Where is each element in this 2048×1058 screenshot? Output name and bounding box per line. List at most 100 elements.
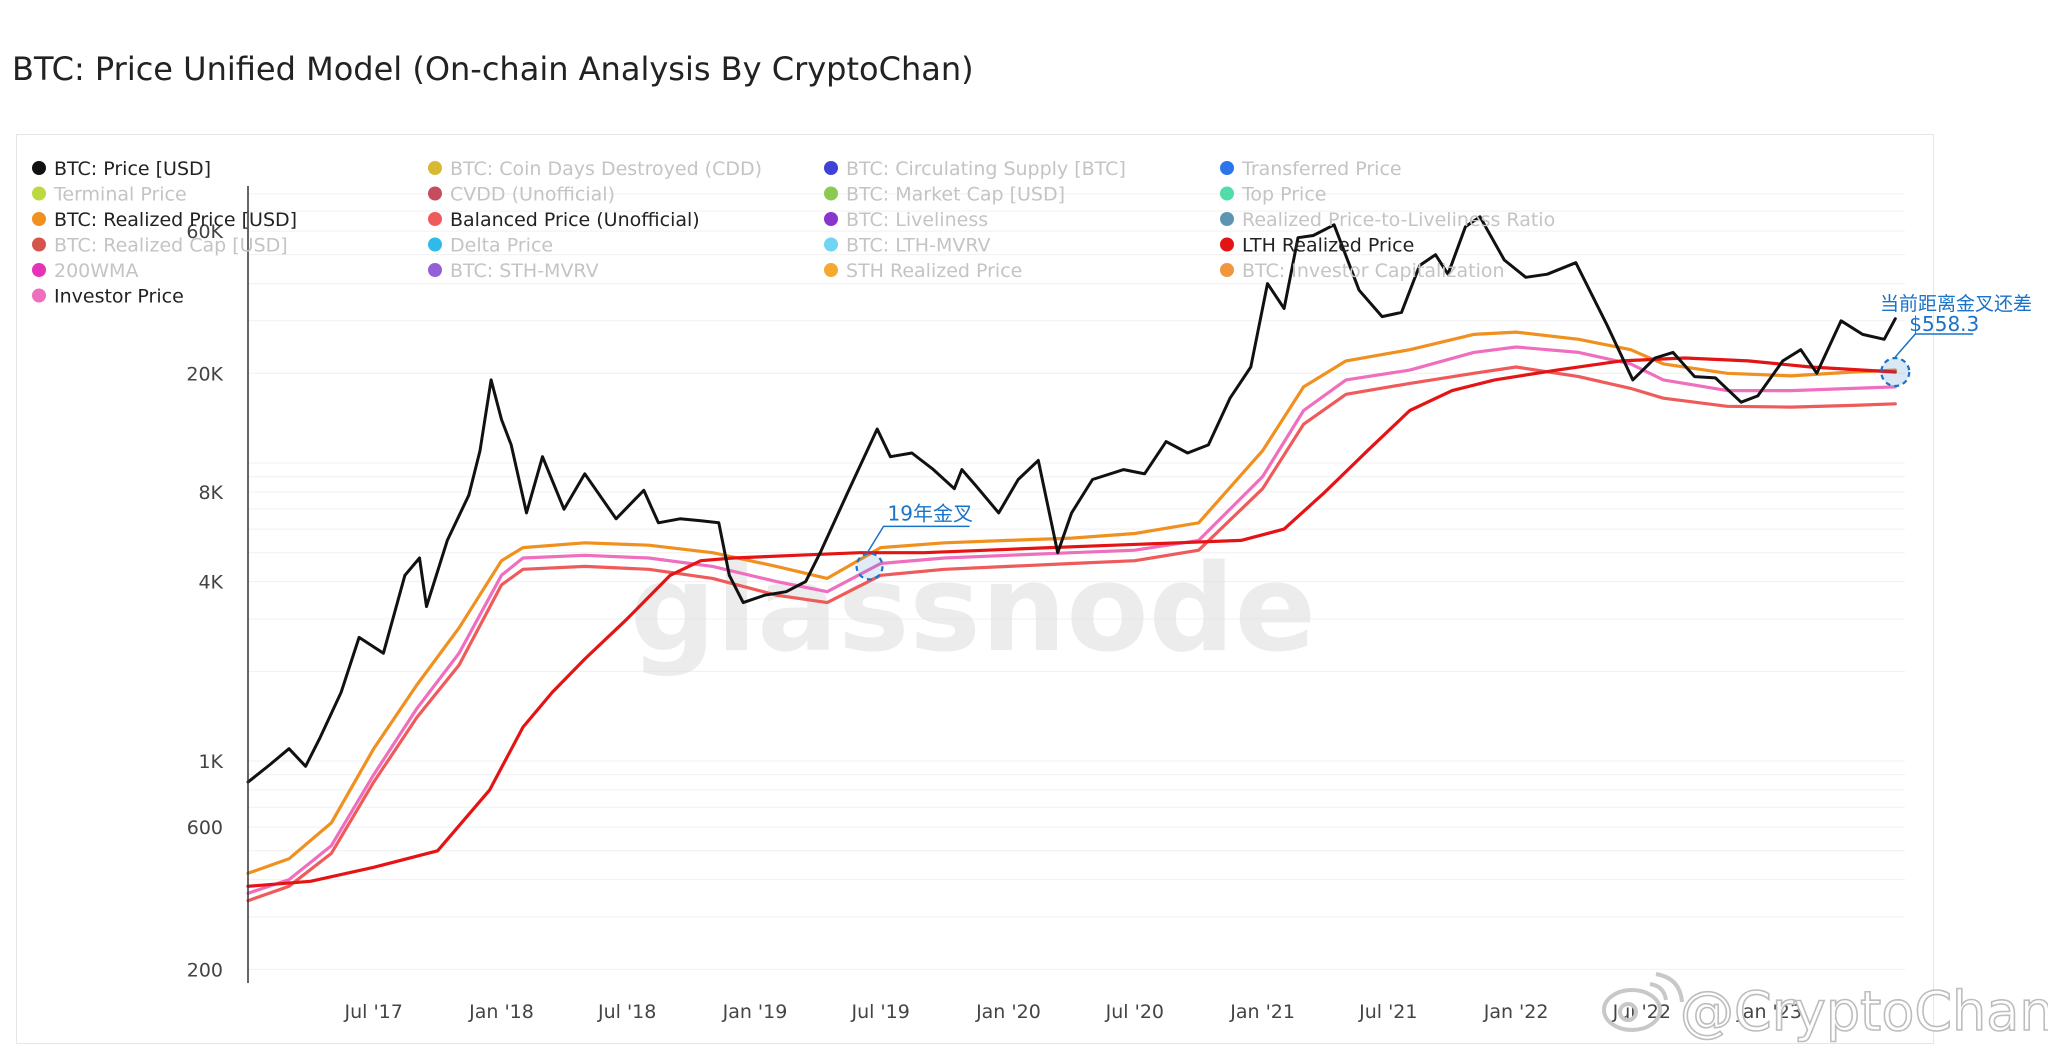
annotation-2019-cross: 19年金叉 — [888, 501, 973, 525]
legend-swatch — [824, 161, 838, 175]
legend: BTC: Price [USD] BTC: Coin Days Destroyed… — [32, 158, 1555, 308]
legend-label: Delta Price — [450, 235, 553, 257]
legend-swatch — [32, 186, 46, 201]
legend-item[interactable]: BTC: STH-MVRV — [428, 260, 599, 282]
legend-label: BTC: Price [USD] — [54, 158, 211, 180]
gridlines — [248, 193, 1905, 970]
legend-item[interactable]: LTH Realized Price — [1220, 235, 1414, 257]
author-watermark: @CryptoChan — [1602, 972, 2048, 1044]
legend-swatch — [824, 212, 838, 226]
x-tick-label: Jul '18 — [597, 1001, 656, 1023]
legend-swatch — [428, 186, 442, 201]
annotation-leader — [1894, 333, 1974, 358]
golden-cross-2019-marker — [855, 552, 884, 581]
legend-label: BTC: Liveliness — [846, 209, 988, 231]
legend-item[interactable]: BTC: Price [USD] — [32, 158, 211, 180]
legend-swatch — [1220, 186, 1234, 201]
legend-swatch — [1220, 161, 1234, 175]
legend-item[interactable]: STH Realized Price — [824, 260, 1022, 282]
legend-swatch — [1220, 263, 1234, 277]
legend-label: BTC: Market Cap [USD] — [846, 184, 1065, 206]
legend-swatch — [428, 263, 442, 277]
legend-label: Realized Price-to-Liveliness Ratio — [1242, 209, 1555, 231]
legend-item[interactable]: Top Price — [1220, 184, 1326, 206]
legend-label: BTC: Investor Capitalization — [1242, 260, 1505, 282]
series-line-lth-realized-price — [246, 356, 1897, 888]
legend-swatch — [428, 237, 442, 252]
x-tick-label: Jan '20 — [975, 1001, 1041, 1023]
series-line-btc-price-usd — [246, 215, 1897, 784]
legend-item[interactable]: BTC: Coin Days Destroyed (CDD) — [428, 158, 762, 180]
legend-label: LTH Realized Price — [1242, 235, 1414, 257]
legend-item[interactable]: Terminal Price — [32, 184, 187, 206]
legend-item[interactable]: BTC: Realized Cap [USD] — [32, 235, 288, 257]
legend-item[interactable]: 200WMA — [32, 260, 138, 282]
legend-item[interactable]: BTC: Circulating Supply [BTC] — [824, 158, 1126, 180]
x-tick-label: Jul '21 — [1358, 1001, 1417, 1023]
series-lines — [246, 215, 1897, 903]
x-tick-label: Jan '23 — [1736, 1001, 1802, 1023]
legend-swatch — [32, 212, 46, 226]
y-tick-label: 20K — [186, 363, 223, 385]
y-tick-label: 1K — [198, 751, 223, 773]
legend-swatch — [824, 237, 838, 252]
x-tick-label: Jan '22 — [1483, 1001, 1549, 1023]
legend-swatch — [824, 263, 838, 277]
svg-text:@CryptoChan: @CryptoChan — [1680, 980, 2048, 1043]
y-tick-label: 600 — [187, 817, 223, 839]
axes: 200 600 1K 4K 8K 20K 60K Jul '17 Jan '18 Jul '18 J… — [186, 186, 1802, 1023]
legend-label: Top Price — [1241, 184, 1326, 206]
legend-item[interactable]: BTC: Liveliness — [824, 209, 988, 231]
legend-swatch — [1220, 237, 1234, 252]
legend-label: CVDD (Unofficial) — [450, 184, 615, 206]
legend-label: BTC: Realized Price [USD] — [54, 209, 297, 231]
x-tick-label: Jul '17 — [344, 1001, 403, 1023]
legend-label: STH Realized Price — [846, 260, 1022, 282]
annotation-current-gap-label: 当前距离金叉还差 — [1880, 293, 2032, 315]
legend-swatch — [32, 237, 46, 252]
legend-label: Balanced Price (Unofficial) — [450, 209, 700, 231]
page-title: BTC: Price Unified Model (On-chain Analy… — [12, 50, 974, 88]
x-tick-label: Jul '20 — [1105, 1001, 1164, 1023]
legend-label: BTC: Coin Days Destroyed (CDD) — [450, 158, 762, 180]
annotation-current-gap-value: $558.3 — [1909, 312, 1979, 336]
legend-item[interactable]: BTC: Investor Capitalization — [1220, 260, 1505, 282]
series-line-balanced-price-unofficial — [246, 365, 1897, 903]
y-tick-label: 60K — [186, 221, 223, 243]
current-gap-marker — [1880, 356, 1911, 388]
y-tick-label: 8K — [198, 482, 223, 504]
legend-item[interactable]: BTC: LTH-MVRV — [824, 235, 991, 257]
x-tick-label: Jan '18 — [468, 1001, 534, 1023]
y-tick-label: 4K — [198, 572, 223, 594]
annotation-leader — [866, 525, 970, 553]
annotations: 19年金叉 当前距离金叉还差$558.3 — [855, 293, 2032, 581]
legend-label: Terminal Price — [53, 184, 187, 206]
x-tick-label: Jan '21 — [1229, 1001, 1295, 1023]
legend-swatch — [1220, 212, 1234, 226]
legend-swatch — [32, 263, 46, 277]
legend-item[interactable]: Realized Price-to-Liveliness Ratio — [1220, 209, 1555, 231]
legend-label: BTC: Circulating Supply [BTC] — [846, 158, 1126, 180]
legend-label: BTC: STH-MVRV — [450, 260, 599, 282]
legend-label: BTC: Realized Cap [USD] — [54, 235, 288, 257]
legend-swatch — [428, 212, 442, 226]
y-tick-label: 200 — [187, 959, 223, 981]
legend-item[interactable]: Balanced Price (Unofficial) — [428, 209, 700, 231]
legend-item[interactable]: Delta Price — [428, 235, 553, 257]
legend-item[interactable]: BTC: Realized Price [USD] — [32, 209, 297, 231]
legend-label: Transferred Price — [1241, 158, 1402, 180]
x-tick-label: Jan '19 — [722, 1001, 788, 1023]
weibo-icon — [1602, 972, 1684, 1032]
legend-item[interactable]: Transferred Price — [1220, 158, 1402, 180]
x-tick-label: Jul '19 — [850, 1001, 909, 1023]
legend-swatch — [32, 161, 46, 175]
legend-item[interactable]: BTC: Market Cap [USD] — [824, 184, 1065, 206]
legend-swatch — [32, 288, 46, 303]
series-line-btc-realized-price-usd — [246, 330, 1897, 875]
legend-label: BTC: LTH-MVRV — [846, 235, 991, 257]
legend-label: 200WMA — [54, 260, 138, 282]
legend-item[interactable]: CVDD (Unofficial) — [428, 184, 615, 206]
legend-item[interactable]: Investor Price — [32, 286, 184, 308]
legend-label: Investor Price — [54, 286, 184, 308]
